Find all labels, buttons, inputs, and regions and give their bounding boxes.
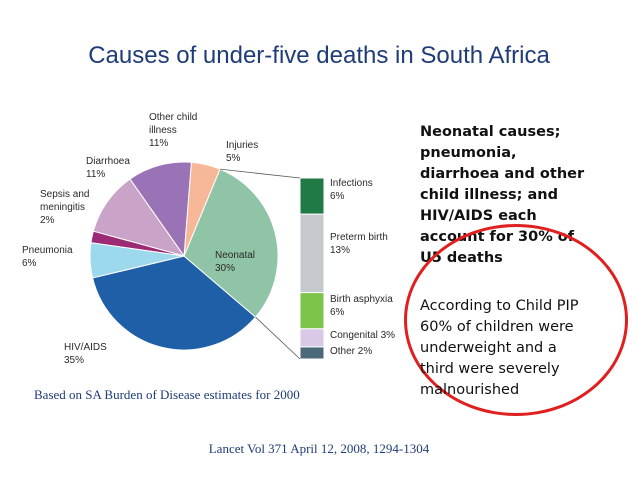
callout-line: third were severely [420,361,560,377]
neonatal-breakdown-bar: Infections 6% Preterm birth 13% Birth asphyx… [219,168,395,360]
child-pip-callout: According to Child PIP 60% of children w… [420,296,625,401]
bar-segment-label: Infections 6% [330,178,373,202]
bar-segment-infections [299,177,325,215]
pie-slice-neonatal [183,168,279,318]
bar-segment-label: Congenital 3% [330,330,395,341]
pie-chart: HIV/AIDS 35% Neonatal 30% Injuries 5% Other ch… [22,112,279,366]
bar-segment-label: Other 2% [330,346,372,357]
slice-label: Sepsis and meningitis 2% [40,189,89,226]
slice-label: Other child illness 11% [149,112,197,149]
connector-line [255,316,301,360]
callout-line: HIV/AIDS each [420,208,537,224]
slice-label: Diarrhoea 11% [86,156,130,180]
callout-line: child illness; and [420,187,558,203]
bar-segment-congenital [299,328,325,348]
bar-segment-label: Preterm birth 13% [330,232,388,256]
callout-line: diarrhoea and other [420,166,585,182]
bar-segment-birth-asphyxia [299,292,325,330]
bar-segment-label: Birth asphyxia 6% [330,294,393,318]
pie-slice-other-child-illness [129,161,192,258]
bar-segment-preterm-birth [299,213,325,294]
callout-line: malnourished [420,382,520,398]
callout-line: underweight and a [420,340,557,356]
slice-label: Injuries 5% [226,140,258,164]
callout-line: Neonatal causes; [420,124,561,140]
pie-slice-diarrhoea [92,178,186,257]
connector-line [219,168,301,179]
pie-slice-hiv-aids [91,255,257,351]
callout-line: pneumonia, [420,145,517,161]
page-title: Causes of under-five deaths in South Afr… [88,42,550,69]
slice-label: HIV/AIDS 35% [64,342,107,366]
pie-slice-pneumonia [89,242,185,279]
highlight-circle [404,224,628,416]
source-note: Based on SA Burden of Disease estimates … [34,387,300,402]
callout-line: According to Child PIP [420,298,579,314]
bar-segment-other [299,346,325,360]
slice-label: Pneumonia 6% [22,245,73,269]
citation: Lancet Vol 371 April 12, 2008, 1294-1304 [208,441,430,456]
slice-label: Neonatal 30% [215,250,255,274]
callout-line: 60% of children were [420,319,574,335]
